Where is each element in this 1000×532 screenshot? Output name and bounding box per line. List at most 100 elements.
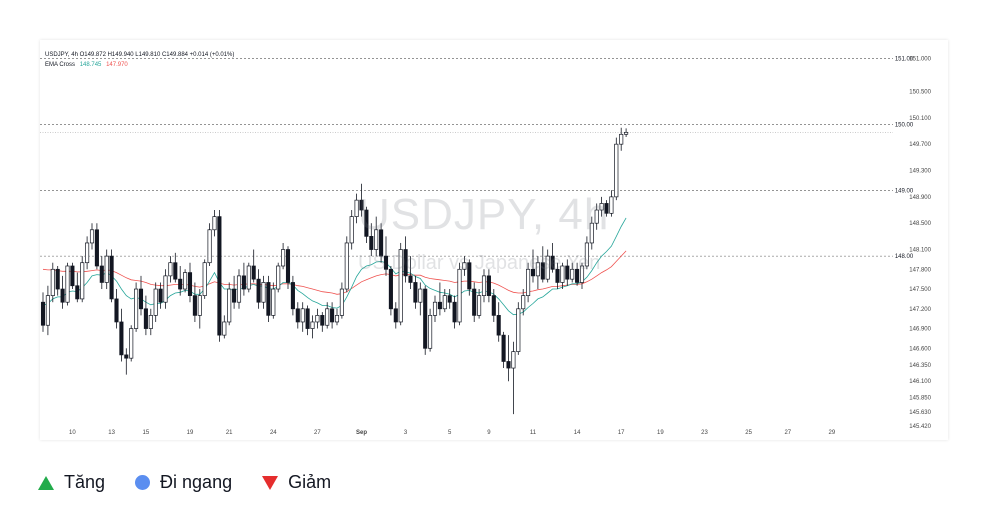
x-tick-label: 21 [226, 430, 233, 436]
candle-body [70, 265, 75, 287]
candle-body [452, 301, 457, 323]
y-tick-label: 147.200 [909, 307, 931, 313]
candle-body [290, 282, 295, 310]
y-tick-label: 146.900 [909, 327, 931, 333]
candle-body [236, 275, 242, 303]
x-tick-label: 24 [270, 430, 277, 436]
candle-body [158, 288, 163, 303]
x-tick-label: 29 [829, 430, 836, 436]
candle-body [364, 209, 369, 237]
y-tick-label: 147.800 [909, 267, 931, 273]
ema-cross-readout: EMA Cross 148.745 147.970 [45, 62, 128, 68]
level-label: 151.00 [895, 57, 914, 63]
candle-body [486, 275, 491, 296]
candle-body [222, 321, 227, 336]
candle-body [129, 328, 134, 359]
candle-body [271, 288, 276, 316]
candle-body [217, 216, 222, 336]
x-tick-label: 27 [314, 430, 321, 436]
candle-body [614, 143, 619, 198]
candle-body [114, 298, 119, 323]
candle-body [496, 315, 501, 336]
legend-down-label: Giảm [288, 472, 332, 492]
candle-body [462, 262, 467, 270]
candle-body [89, 229, 95, 244]
candle-body [604, 203, 609, 214]
candle-body [285, 249, 291, 283]
candle-body [310, 321, 315, 329]
candle-body [148, 315, 153, 329]
candle-body [281, 249, 286, 267]
candle-body [457, 268, 462, 323]
candle-body [516, 308, 521, 352]
candle-body [325, 308, 330, 326]
level-label: 150.00 [895, 122, 914, 128]
candle-body [295, 308, 300, 323]
candle-body [45, 295, 50, 326]
candle-body [40, 301, 46, 326]
candle-body [437, 301, 442, 310]
candle-body [359, 199, 364, 211]
candle-body [398, 249, 403, 323]
candle-body [241, 275, 246, 290]
candlestick-chart: 151.00 150.00 149.00 148.00 151.000 150.500 15… [40, 57, 932, 436]
candle-body [413, 282, 418, 303]
x-tick-label: 3 [404, 430, 408, 436]
legend: Tăng Đi ngang Giảm [38, 472, 331, 493]
candle-body [560, 265, 565, 283]
legend-item-up[interactable]: Tăng [38, 472, 105, 493]
candle-body [261, 282, 266, 303]
candle-body [550, 255, 555, 270]
x-tick-label: 17 [618, 430, 625, 436]
candle-body [227, 288, 232, 323]
candle-body [65, 265, 70, 303]
candle-body [481, 275, 487, 296]
x-tick-label: 25 [745, 430, 752, 436]
candle-body [506, 361, 511, 369]
candle-body [334, 315, 340, 323]
candle-body [134, 288, 139, 329]
candle-body [349, 216, 354, 244]
candle-body [168, 262, 173, 277]
level-label: 149.00 [895, 188, 914, 194]
candle-body [526, 268, 531, 296]
candle-body [80, 262, 85, 300]
candle-body [300, 308, 305, 323]
x-tick-label: 10 [69, 430, 76, 436]
candle-body [369, 236, 374, 250]
y-tick-label: 147.500 [909, 287, 931, 293]
x-tick-label: 14 [574, 430, 581, 436]
x-tick-label: Sep [356, 430, 367, 436]
candle-body [187, 272, 193, 296]
legend-item-flat[interactable]: Đi ngang [135, 472, 232, 493]
candle-body [393, 308, 398, 323]
x-tick-label: 19 [657, 430, 664, 436]
candle-body [178, 278, 183, 290]
candle-body [418, 288, 423, 303]
candle-body [423, 288, 428, 349]
candle-body [202, 262, 207, 296]
candle-body [212, 216, 217, 231]
candle-body [442, 295, 447, 310]
candle-body [589, 222, 594, 244]
candle-body [428, 315, 433, 349]
candle-body [447, 295, 452, 303]
legend-item-down[interactable]: Giảm [262, 472, 331, 493]
candle-body [173, 262, 178, 280]
candle-body [119, 321, 124, 356]
candle-body [570, 268, 575, 280]
candle-body [432, 301, 438, 316]
candle-body [521, 295, 526, 310]
candle-body [545, 255, 550, 280]
candle-body [594, 209, 599, 224]
ema-slow-value: 147.970 [106, 62, 128, 68]
candle-body [305, 308, 310, 329]
candle-body [163, 275, 168, 303]
candle-body [85, 242, 90, 264]
candle-body [246, 265, 251, 290]
candle-body [320, 315, 325, 326]
candle-body [109, 255, 114, 300]
candle-body [624, 131, 629, 135]
candle-body [60, 288, 65, 303]
x-tick-label: 19 [187, 430, 194, 436]
